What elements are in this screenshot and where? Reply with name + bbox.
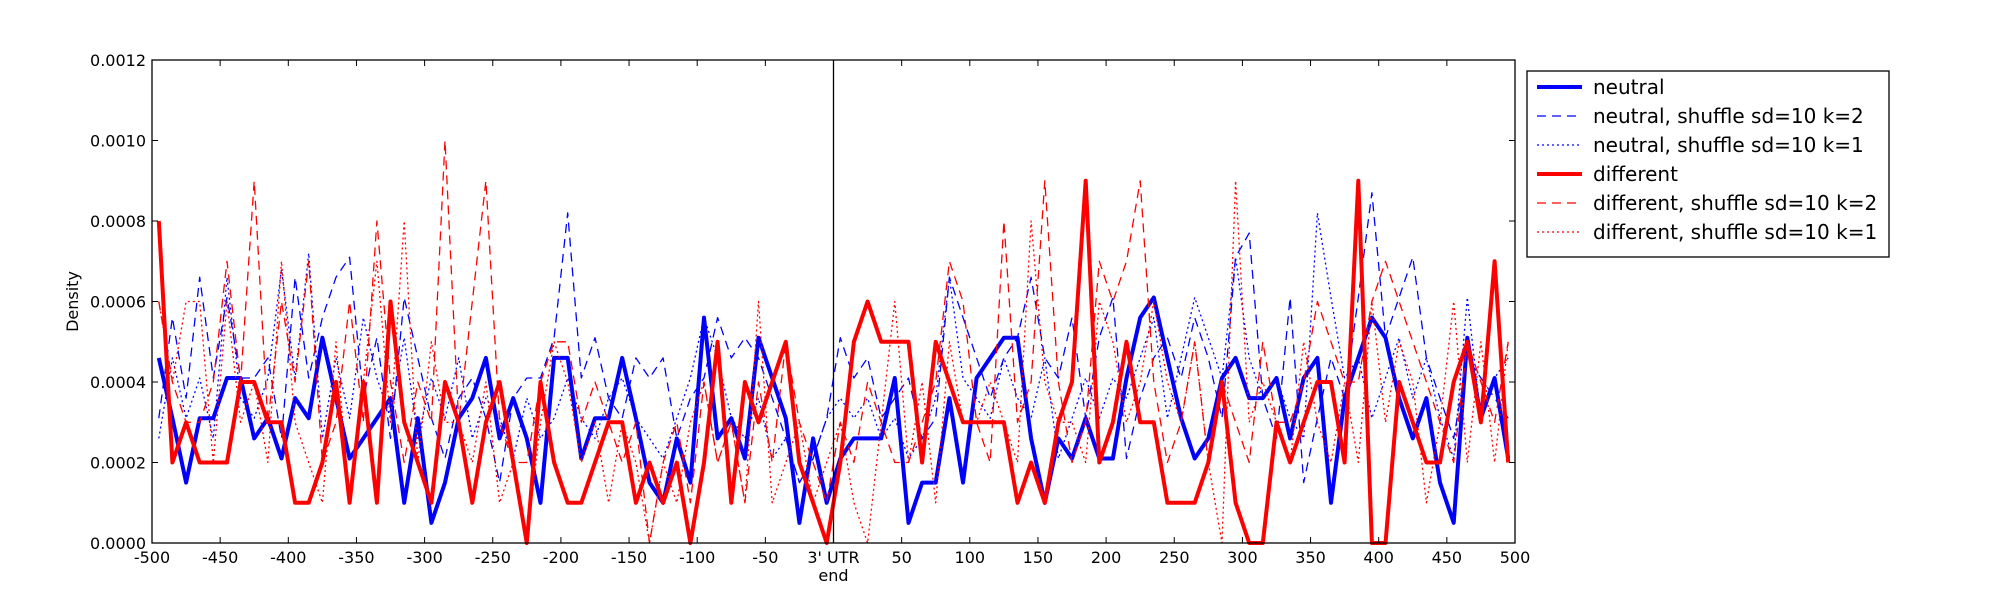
legend-label-6: different, shuffle sd=10 k=1 — [1593, 220, 1877, 244]
x-tick-label: 350 — [1295, 548, 1326, 567]
x-tick-label: 250 — [1159, 548, 1190, 567]
y-tick-label: 0.0002 — [90, 454, 146, 473]
x-tick-label: -200 — [543, 548, 579, 567]
x-tick-label: 450 — [1432, 548, 1463, 567]
legend-label-5: different, shuffle sd=10 k=2 — [1593, 191, 1877, 215]
x-tick-label: -50 — [752, 548, 778, 567]
x-axis-ticks: -500 -450 -400 -350 -300 -250 -200 -150 -100 -50 3… — [134, 60, 1530, 567]
x-tick-label: -400 — [270, 548, 306, 567]
y-tick-label: 0.0012 — [90, 51, 146, 70]
y-axis-label: Density — [63, 271, 82, 332]
x-tick-label: 50 — [891, 548, 911, 567]
x-tick-label: -500 — [134, 548, 170, 567]
y-tick-label: 0.0006 — [90, 293, 146, 312]
legend-label-4: different — [1593, 162, 1678, 186]
x-tick-label: -350 — [338, 548, 374, 567]
x-tick-label: 3' UTR — [807, 548, 859, 567]
x-tick-label: -300 — [406, 548, 442, 567]
x-tick-label: -250 — [475, 548, 511, 567]
x-tick-label: -450 — [202, 548, 238, 567]
x-tick-label: -150 — [611, 548, 647, 567]
legend-box — [1526, 70, 1890, 258]
x-tick-label: 150 — [1023, 548, 1054, 567]
x-tick-label: 100 — [955, 548, 986, 567]
legend-label-2: neutral, shuffle sd=10 k=2 — [1593, 104, 1864, 128]
series-line-5 — [158, 139, 1509, 544]
y-tick-label: 0.0004 — [90, 373, 146, 392]
legend-label-1: neutral — [1593, 75, 1665, 99]
x-tick-label: 400 — [1363, 548, 1394, 567]
legend: neutral neutral, shuffle sd=10 k=2 neutral… — [1526, 70, 1890, 258]
series-line-6 — [158, 180, 1509, 544]
legend-label-3: neutral, shuffle sd=10 k=1 — [1593, 133, 1864, 157]
y-tick-label: 0.0008 — [90, 212, 146, 231]
x-tick-label: 300 — [1227, 548, 1258, 567]
y-tick-label: 0.0000 — [90, 534, 146, 553]
y-axis-ticks: 0.0000 0.0002 0.0004 0.0006 0.0008 0.0010 0.00… — [90, 51, 1515, 553]
x-tick-label: 500 — [1500, 548, 1531, 567]
x-tick-label: 200 — [1091, 548, 1122, 567]
y-tick-label: 0.0010 — [90, 132, 146, 151]
x-axis-label: end — [818, 566, 848, 585]
x-tick-label: -100 — [679, 548, 715, 567]
